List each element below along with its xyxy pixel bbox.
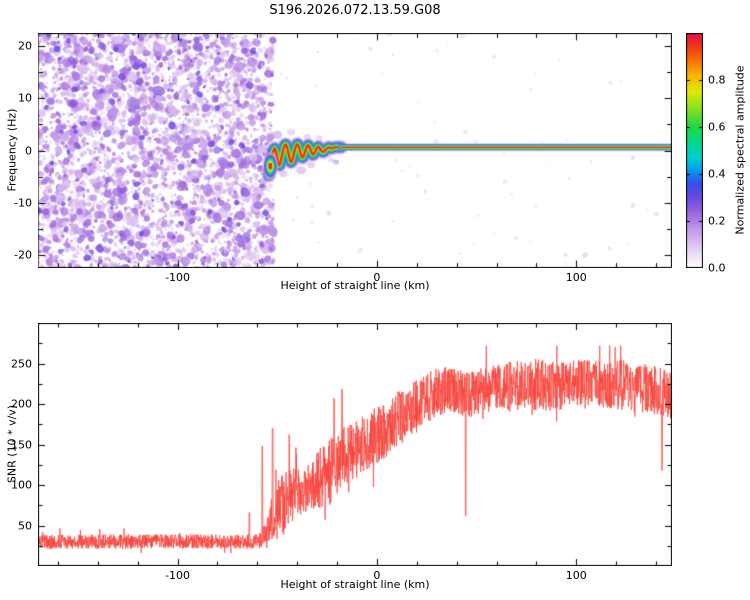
tick-label: 100 [11,478,32,492]
tick-label: 0.6 [708,120,726,134]
tick-label: 10 [18,91,32,105]
tick-label: 200 [11,397,32,411]
figure-title: S196.2026.072.13.59.G08 [269,3,441,18]
tick-label: 0.2 [708,214,726,228]
colorbar-canvas [686,33,703,268]
tick-label: 0 [25,144,32,157]
tick-label: 150 [11,438,32,451]
tick-label: 0 [373,569,381,582]
tick-label: -100 [165,271,191,284]
tick-label: 0.0 [708,261,726,275]
tick-label: -10 [14,196,32,210]
height-axis-label-bottom: Height of straight line (km) [280,578,430,591]
frequency-axis-label: Frequency (Hz) [5,108,19,192]
tick-label: 250 [11,357,32,370]
colorbar-axis-label: Normalized spectral amplitude [733,65,747,235]
tick-label: -100 [165,569,191,582]
tick-label: 100 [565,271,587,284]
tick-label: 0.8 [708,73,726,87]
snr-plot-canvas [38,323,672,566]
spectrogram-canvas [38,33,672,268]
tick-label: 50 [18,519,32,532]
tick-label: -20 [14,248,32,262]
tick-label: 0 [373,271,381,284]
height-axis-label-top: Height of straight line (km) [280,279,430,292]
tick-label: 0.4 [708,167,726,181]
tick-label: 100 [565,569,587,582]
tick-label: 20 [18,39,32,53]
